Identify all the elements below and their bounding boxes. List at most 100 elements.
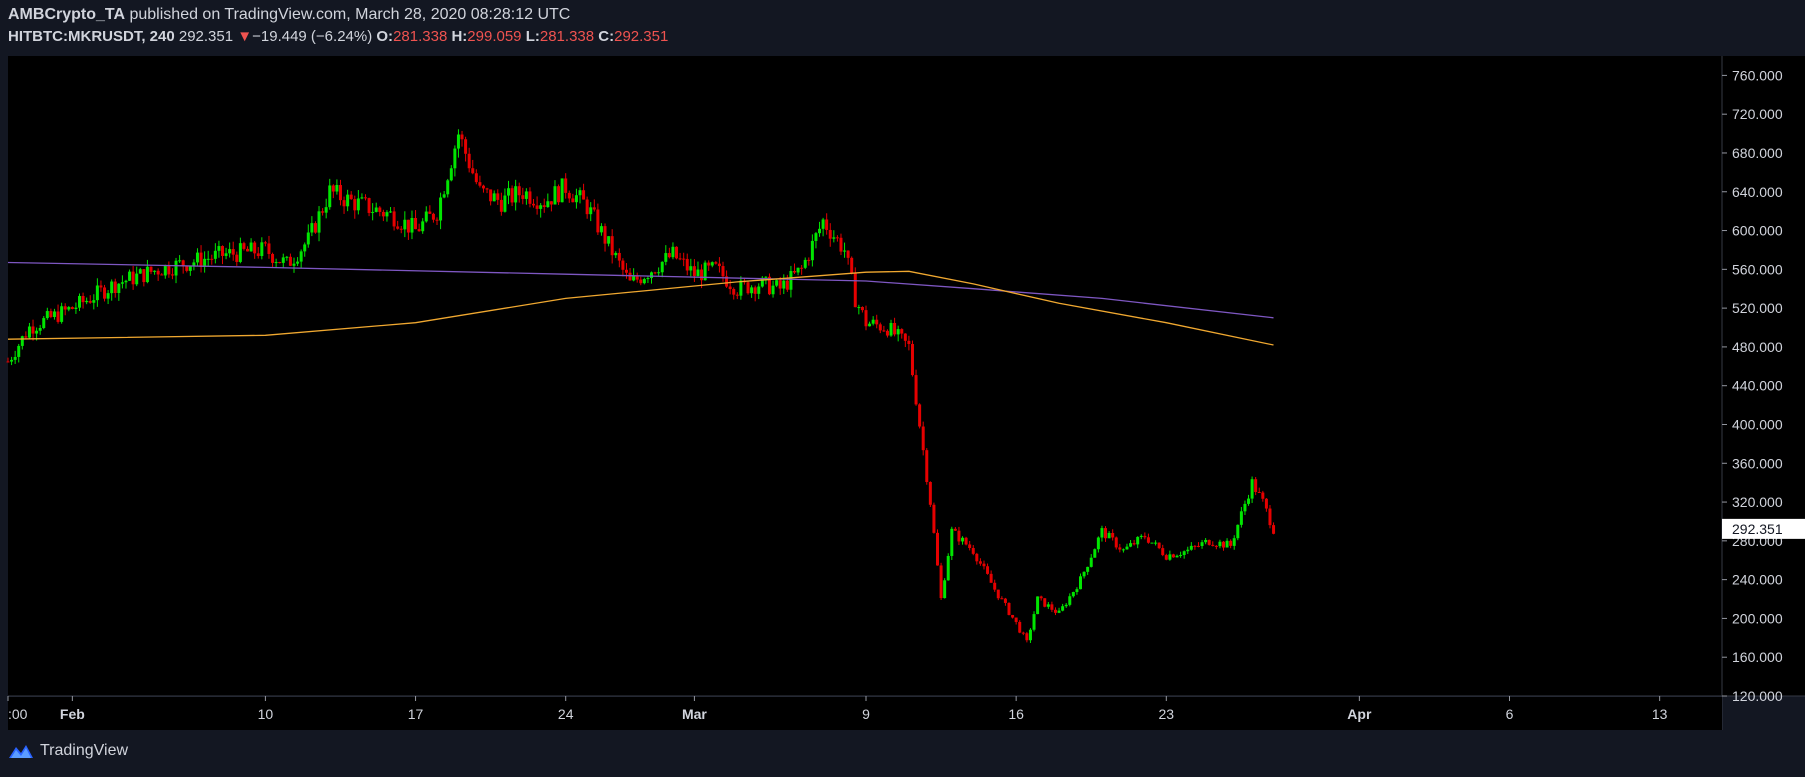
candle-down bbox=[828, 229, 832, 239]
candle-up bbox=[553, 186, 557, 205]
candle-up bbox=[589, 207, 593, 215]
candle-up bbox=[696, 269, 700, 277]
close-label: C: bbox=[598, 28, 615, 45]
candle-down bbox=[557, 186, 561, 203]
candle-up bbox=[1075, 589, 1079, 592]
candle-down bbox=[331, 185, 335, 192]
candle-up bbox=[285, 256, 289, 258]
candle-down bbox=[364, 197, 367, 199]
candle-down bbox=[1053, 609, 1057, 613]
candle-up bbox=[739, 280, 743, 296]
publish-info: AMBCrypto_TA published on TradingView.co… bbox=[8, 6, 570, 24]
candle-up bbox=[1154, 542, 1158, 544]
candle-up bbox=[1247, 498, 1251, 504]
candle-up bbox=[1071, 591, 1075, 597]
time-tick-label: 9 bbox=[862, 706, 870, 722]
candle-down bbox=[1196, 545, 1200, 547]
candle-up bbox=[92, 300, 96, 303]
candle-down bbox=[624, 269, 628, 273]
candle-down bbox=[793, 270, 796, 273]
author-name[interactable]: AMBCrypto_TA bbox=[8, 6, 126, 23]
candle-down bbox=[585, 199, 589, 215]
candle-down bbox=[628, 272, 632, 281]
candle-up bbox=[124, 280, 128, 283]
candle-down bbox=[88, 300, 92, 303]
candle-down bbox=[850, 257, 854, 274]
candle-up bbox=[764, 276, 768, 278]
candle-down bbox=[1003, 598, 1007, 603]
candle-down bbox=[1171, 554, 1175, 558]
candle-down bbox=[596, 209, 600, 233]
candle-down bbox=[746, 282, 750, 294]
candle-up bbox=[1064, 604, 1068, 607]
price-axis-area[interactable] bbox=[1722, 56, 1805, 696]
time-tick-label: 10 bbox=[258, 706, 274, 722]
candle-down bbox=[989, 573, 993, 583]
candle-up bbox=[1225, 540, 1229, 548]
candle-down bbox=[1164, 555, 1168, 560]
candle-up bbox=[163, 265, 167, 276]
candle-up bbox=[503, 195, 507, 212]
candle-down bbox=[1261, 492, 1265, 499]
candle-down bbox=[1272, 525, 1276, 534]
candle-down bbox=[1207, 539, 1211, 545]
footer-brand[interactable]: TradingView bbox=[8, 742, 128, 760]
candle-up bbox=[281, 257, 285, 263]
candle-down bbox=[875, 319, 879, 325]
candle-up bbox=[17, 345, 21, 357]
candle-down bbox=[535, 205, 539, 209]
price-tick-label: 720.000 bbox=[1732, 106, 1783, 122]
candle-up bbox=[803, 259, 807, 268]
candle-down bbox=[160, 274, 164, 276]
candle-up bbox=[360, 197, 364, 199]
candle-down bbox=[785, 280, 789, 290]
candle-up bbox=[642, 279, 646, 284]
price-axis: 760.000 720.000 680.000 640.000 600.000 560.0… bbox=[1722, 67, 1783, 704]
candle-up bbox=[546, 201, 550, 208]
candle-up bbox=[1236, 524, 1240, 539]
candle-up bbox=[650, 272, 653, 279]
candle-up bbox=[857, 307, 861, 309]
candle-up bbox=[607, 236, 611, 244]
candle-down bbox=[864, 310, 868, 327]
candle-down bbox=[113, 281, 117, 293]
candle-down bbox=[1143, 535, 1147, 538]
candle-down bbox=[70, 307, 74, 309]
candle-up bbox=[453, 148, 457, 169]
candle-down bbox=[825, 219, 829, 230]
candle-up bbox=[1125, 546, 1129, 550]
candle-down bbox=[610, 236, 614, 256]
candle-down bbox=[978, 561, 982, 564]
candle-down bbox=[617, 252, 621, 261]
candle-up bbox=[228, 249, 232, 254]
moving-average-fast bbox=[7, 270, 1274, 346]
price-tick-label: 640.000 bbox=[1732, 184, 1783, 200]
time-tick-label: 6 bbox=[1506, 706, 1514, 722]
candle-up bbox=[771, 285, 775, 295]
candle-up bbox=[578, 190, 582, 196]
candle-up bbox=[335, 185, 339, 192]
candle-up bbox=[456, 134, 460, 149]
candle-down bbox=[914, 375, 918, 405]
candle-down bbox=[396, 226, 400, 229]
plot-area[interactable] bbox=[8, 56, 1722, 696]
candle-down bbox=[692, 266, 696, 277]
candle-up bbox=[310, 223, 314, 233]
candle-down bbox=[149, 266, 153, 272]
time-axis-area[interactable] bbox=[8, 697, 1722, 730]
price-chart[interactable]: 760.000 720.000 680.000 640.000 600.000 560.0… bbox=[0, 0, 1805, 740]
candle-down bbox=[242, 243, 246, 249]
candle-down bbox=[489, 189, 493, 202]
candle-down bbox=[167, 265, 171, 275]
candle-up bbox=[703, 262, 707, 281]
candle-up bbox=[446, 180, 450, 195]
candle-up bbox=[689, 266, 693, 271]
candle-up bbox=[832, 237, 836, 239]
candle-down bbox=[56, 311, 60, 322]
candle-up bbox=[424, 211, 428, 222]
price-tick-label: 400.000 bbox=[1732, 416, 1783, 432]
candle-up bbox=[217, 246, 221, 251]
candle-down bbox=[464, 139, 468, 154]
candle-down bbox=[1000, 598, 1004, 600]
candle-down bbox=[1114, 537, 1118, 548]
